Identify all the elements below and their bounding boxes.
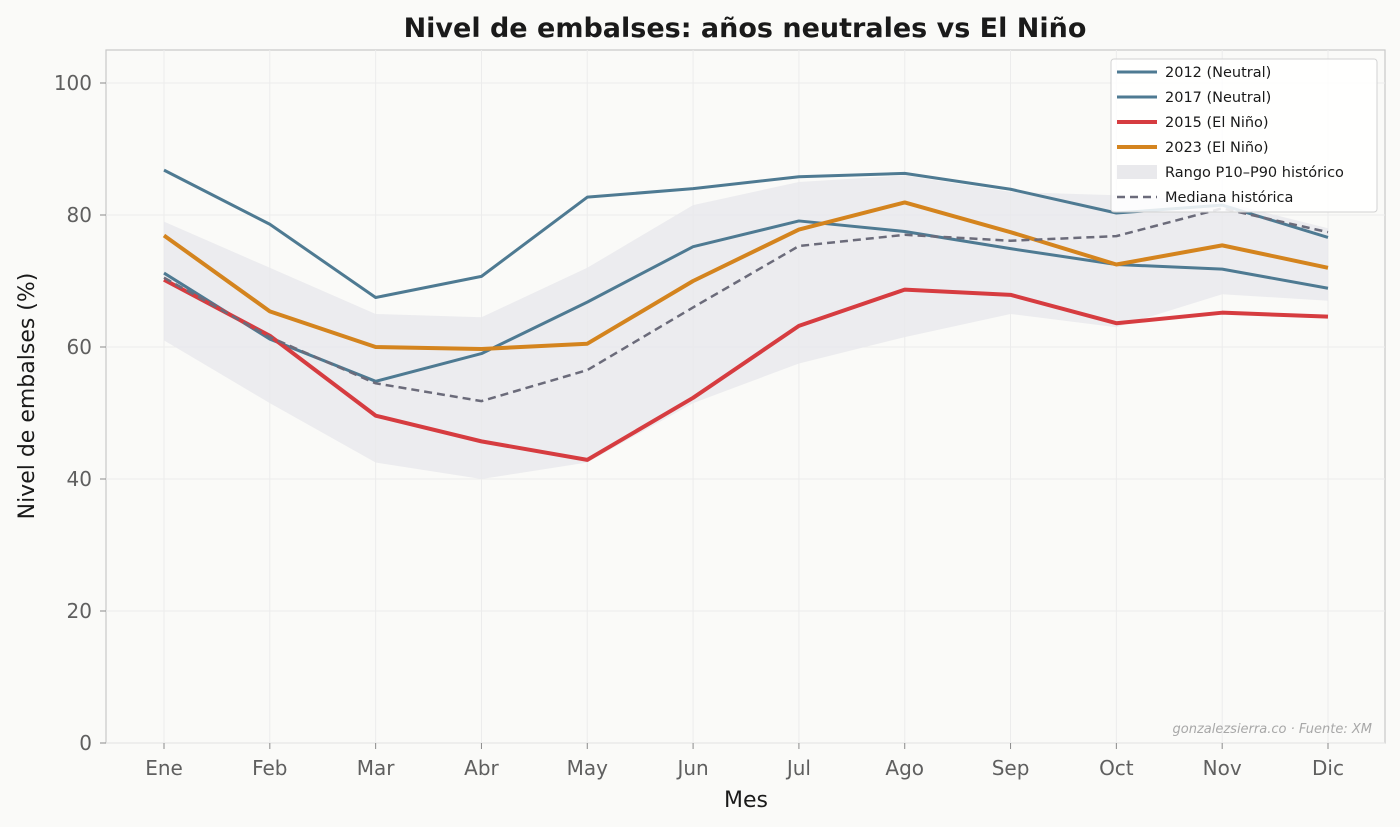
x-tick-label: Oct bbox=[1099, 756, 1134, 780]
y-tick-label: 20 bbox=[67, 599, 92, 623]
x-tick-label: Abr bbox=[464, 756, 499, 780]
legend: 2012 (Neutral) 2017 (Neutral) 2015 (El Niñ… bbox=[1110, 58, 1378, 213]
chart-title: Nivel de embalses: años neutrales vs El … bbox=[404, 13, 1087, 44]
credit-text: gonzalezsierra.co · Fuente: XM bbox=[1173, 722, 1373, 737]
legend-item-2023-el-nino: 2023 (El Niño) bbox=[1117, 140, 1269, 156]
y-tick-label: 80 bbox=[67, 203, 92, 227]
x-tick-label: Ene bbox=[145, 756, 183, 780]
y-tick-label: 0 bbox=[79, 731, 92, 755]
legend-item-mediana-historica: Mediana histórica bbox=[1117, 190, 1293, 206]
x-tick-label: Jul bbox=[785, 756, 811, 780]
y-tick-label: 40 bbox=[67, 467, 92, 491]
legend-item-rango-p10-p90-historico: Rango P10–P90 histórico bbox=[1117, 165, 1344, 181]
x-tick-label: May bbox=[567, 756, 609, 780]
x-tick-label: Dic bbox=[1312, 756, 1344, 780]
x-tick-label: Jun bbox=[675, 756, 708, 780]
legend-label: 2015 (El Niño) bbox=[1165, 115, 1269, 131]
legend-swatch bbox=[1117, 165, 1157, 179]
y-tick-label: 100 bbox=[54, 71, 92, 95]
x-tick-label: Ago bbox=[885, 756, 924, 780]
series-line-2015-el-nino bbox=[163, 277, 1329, 462]
y-tick-label: 60 bbox=[67, 335, 92, 359]
x-tick-label: Feb bbox=[252, 756, 287, 780]
x-tick-label: Nov bbox=[1203, 756, 1242, 780]
x-tick-label: Sep bbox=[992, 756, 1030, 780]
legend-item-2017-neutral: 2017 (Neutral) bbox=[1117, 90, 1271, 106]
x-axis-ticks: Ene Feb Mar Abr May Jun Jul Ago Sep Oct Nov Dic bbox=[145, 743, 1344, 780]
legend-box bbox=[1110, 58, 1378, 213]
x-tick-label: Mar bbox=[357, 756, 396, 780]
series-line-2023-el-nino bbox=[162, 200, 1329, 351]
legend-label: 2023 (El Niño) bbox=[1165, 140, 1269, 156]
legend-label: 2012 (Neutral) bbox=[1165, 65, 1271, 81]
legend-label: Rango P10–P90 histórico bbox=[1165, 165, 1344, 181]
legend-label: Mediana histórica bbox=[1165, 190, 1293, 206]
y-axis-label: Nivel de embalses (%) bbox=[15, 273, 40, 520]
series-line-2017-neutral bbox=[163, 219, 1329, 383]
x-axis-label: Mes bbox=[724, 788, 768, 813]
legend-item-2012-neutral: 2012 (Neutral) bbox=[1117, 65, 1271, 81]
legend-item-2015-el-nino: 2015 (El Niño) bbox=[1117, 115, 1269, 131]
series-line-mediana-historica bbox=[163, 207, 1329, 403]
y-axis-ticks: 0 20 40 60 80 100 bbox=[54, 71, 106, 755]
legend-label: 2017 (Neutral) bbox=[1165, 90, 1271, 106]
